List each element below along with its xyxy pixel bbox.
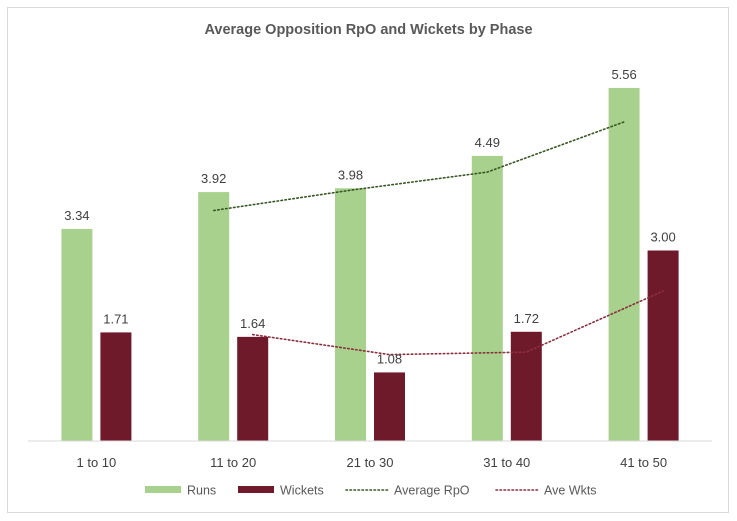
legend-swatch-1 <box>145 486 181 493</box>
data-label-runs-4: 4.49 <box>475 135 500 150</box>
trendlines-layer <box>212 121 664 356</box>
chart-title: Average Opposition RpO and Wickets by Ph… <box>204 22 532 38</box>
data-label-wickets-5: 3.00 <box>650 230 675 245</box>
trendline-2 <box>251 290 664 356</box>
x-tick-label-5: 41 to 50 <box>620 455 667 470</box>
data-label-wickets-4: 1.72 <box>514 311 539 326</box>
data-label-runs-1: 3.34 <box>64 208 89 223</box>
x-tick-label-4: 31 to 40 <box>483 455 530 470</box>
bars-layer <box>61 87 679 441</box>
legend-label-3: Average RpO <box>394 484 470 498</box>
data-labels-layer: 3.34 3.92 3.98 4.49 5.56 1.71 1.64 1.08 1.72 3.00 <box>64 67 676 366</box>
data-label-runs-3: 3.98 <box>338 167 363 182</box>
data-label-wickets-2: 1.64 <box>240 316 265 331</box>
bar-runs-2 <box>198 192 230 441</box>
trendline-1 <box>212 121 625 212</box>
bar-wickets-1 <box>100 332 132 441</box>
x-tick-label-3: 21 to 30 <box>347 455 394 470</box>
data-label-runs-2: 3.92 <box>201 171 226 186</box>
legend-swatch-2 <box>238 486 274 493</box>
data-label-wickets-3: 1.08 <box>377 351 402 366</box>
data-label-wickets-1: 1.71 <box>103 311 128 326</box>
legend-label-4: Ave Wkts <box>544 484 597 498</box>
legend-label-1: Runs <box>187 484 216 498</box>
bar-runs-1 <box>61 228 93 441</box>
x-tick-label-2: 11 to 20 <box>210 455 256 470</box>
bar-wickets-5 <box>647 250 679 441</box>
bar-runs-3 <box>335 188 366 441</box>
bar-wickets-3 <box>374 372 405 441</box>
legend: Runs Wickets Average RpO Ave Wkts <box>145 484 597 498</box>
bar-wickets-2 <box>237 336 269 441</box>
bar-runs-5 <box>608 87 640 441</box>
x-tick-label-1: 1 to 10 <box>77 455 117 470</box>
bar-wickets-4 <box>510 331 542 441</box>
bar-runs-4 <box>471 155 503 441</box>
data-label-runs-5: 5.56 <box>611 67 636 82</box>
legend-label-2: Wickets <box>280 484 324 498</box>
x-tick-labels: 1 to 10 11 to 20 21 to 30 31 to 40 41 to 50 <box>77 455 668 470</box>
